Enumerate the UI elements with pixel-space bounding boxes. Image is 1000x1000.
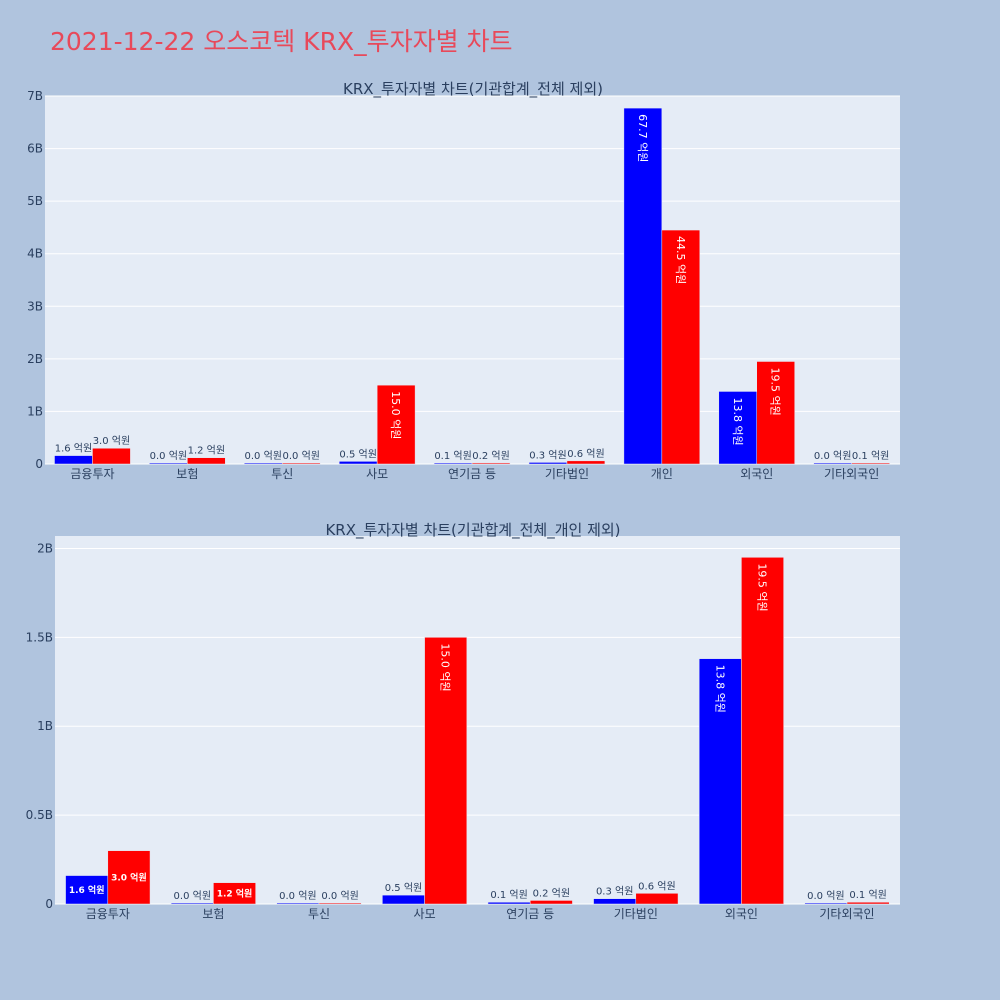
x-tick-label: 기타외국인 — [819, 907, 874, 921]
data-label: 0.1 억원 — [852, 450, 889, 462]
sell-bar — [741, 557, 784, 905]
data-label: 0.0 억원 — [807, 890, 844, 902]
data-label: 0.1 억원 — [849, 889, 886, 901]
data-label: 0.0 억원 — [279, 890, 316, 902]
data-label: 0.6 억원 — [567, 448, 604, 460]
data-label: 1.6 억원 — [55, 443, 92, 455]
data-label: 15.0 억원 — [389, 391, 402, 439]
data-label: 0.0 억원 — [174, 890, 211, 902]
sell-bar — [107, 850, 151, 905]
sell-bar — [187, 457, 226, 465]
data-label: 0.2 억원 — [472, 450, 509, 462]
x-tick-label: 사모 — [366, 467, 388, 481]
data-label: 0.0 억원 — [282, 450, 319, 462]
y-tick-label: 6B — [27, 142, 43, 156]
x-tick-label: 개인 — [651, 467, 673, 481]
data-label: 3.0 억원 — [111, 871, 147, 883]
data-label: 0.0 억원 — [150, 450, 187, 462]
sell-bar — [376, 384, 416, 465]
data-label: 3.0 억원 — [93, 435, 130, 447]
x-tick-label: 투신 — [308, 907, 330, 921]
y-tick-label: 0.5B — [26, 808, 53, 822]
data-label: 0.3 억원 — [529, 449, 566, 461]
y-tick-label: 0 — [45, 897, 53, 911]
data-label: 19.5 억원 — [756, 563, 769, 611]
data-label: 1.2 억원 — [188, 445, 225, 457]
sell-bar — [282, 462, 321, 465]
y-tick-label: 1B — [37, 719, 53, 733]
x-tick-label: 기타법인 — [614, 907, 658, 921]
buy-bar — [170, 902, 214, 905]
x-tick-label: 외국인 — [740, 467, 773, 481]
data-label: 0.5 억원 — [385, 882, 422, 894]
page-title: 2021-12-22 오스코텍 KRX_투자자별 차트 — [50, 27, 513, 56]
data-label: 15.0 억원 — [439, 643, 452, 691]
data-label: 0.2 억원 — [533, 887, 570, 899]
data-label: 0.5 억원 — [339, 448, 376, 460]
sell-bar — [529, 900, 573, 905]
x-tick-label: 보험 — [202, 907, 224, 921]
data-label: 1.6 억원 — [69, 884, 105, 896]
sell-bar — [756, 361, 795, 465]
sell-bar — [471, 462, 511, 465]
data-label: 0.0 억원 — [245, 450, 282, 462]
data-label: 0.0 억원 — [814, 450, 851, 462]
x-tick-label: 사모 — [414, 907, 436, 921]
buy-bar — [382, 894, 425, 905]
y-tick-label: 3B — [27, 299, 43, 313]
y-tick-label: 5B — [27, 194, 43, 208]
sell-bar — [92, 447, 131, 465]
buy-bar — [487, 901, 531, 905]
buy-bar — [593, 898, 637, 905]
buy-bar — [65, 875, 109, 905]
y-tick-label: 7B — [27, 89, 43, 103]
y-tick-label: 4B — [27, 247, 43, 261]
chart-title: KRX_투자자별 차트(기관합계_전체 제외) — [343, 80, 603, 99]
x-tick-label: 외국인 — [725, 907, 758, 921]
chart-title: KRX_투자자별 차트(기관합계_전체_개인 제외) — [325, 521, 620, 540]
x-tick-label: 기타외국인 — [824, 467, 879, 481]
x-tick-label: 보험 — [176, 467, 198, 481]
chart-bottom: 0 0.5B 1B 1.5B 2B KRX_투자자별 차트(기관합계_전체_개인 제외) 금… — [26, 521, 900, 921]
sell-bar — [851, 462, 890, 465]
data-label: 13.8 억원 — [713, 665, 726, 713]
data-label: 0.0 억원 — [321, 890, 358, 902]
x-tick-label: 금융투자 — [86, 907, 130, 921]
sell-bar — [213, 882, 256, 905]
y-tick-label: 0 — [35, 457, 43, 471]
y-tick-label: 2B — [27, 352, 43, 366]
sell-bar — [635, 893, 679, 905]
x-tick-label: 투신 — [271, 467, 293, 481]
sell-bar — [846, 901, 890, 905]
sell-bar — [661, 229, 701, 465]
buy-bar — [698, 658, 742, 905]
data-label: 0.3 억원 — [596, 886, 633, 898]
data-label: 44.5 억원 — [674, 236, 687, 284]
data-label: 0.1 억원 — [434, 450, 471, 462]
buy-bar — [276, 902, 320, 905]
data-label: 67.7 억원 — [636, 114, 649, 162]
chart-top: 0 1B 2B 3B 4B 5B 6B 7B KRX_투자자별 차트(기관합계_전체 제외) 금융… — [27, 80, 900, 481]
x-tick-label: 연기금 등 — [448, 467, 496, 481]
data-label: 19.5 억원 — [769, 367, 782, 415]
data-label: 0.6 억원 — [638, 880, 675, 892]
buy-bar — [623, 107, 663, 465]
data-label: 13.8 억원 — [731, 397, 744, 445]
data-label: 0.1 억원 — [490, 889, 527, 901]
y-tick-label: 1B — [27, 404, 43, 418]
y-tick-label: 2B — [37, 541, 53, 555]
x-tick-label: 기타법인 — [545, 467, 589, 481]
x-tick-label: 연기금 등 — [506, 907, 554, 921]
sell-bar — [566, 460, 606, 465]
sell-bar — [318, 902, 362, 905]
data-label: 1.2 억원 — [217, 887, 253, 899]
sell-bar — [424, 637, 468, 905]
buy-bar — [804, 902, 848, 905]
y-tick-label: 1.5B — [26, 630, 53, 644]
x-tick-label: 금융투자 — [70, 467, 114, 481]
